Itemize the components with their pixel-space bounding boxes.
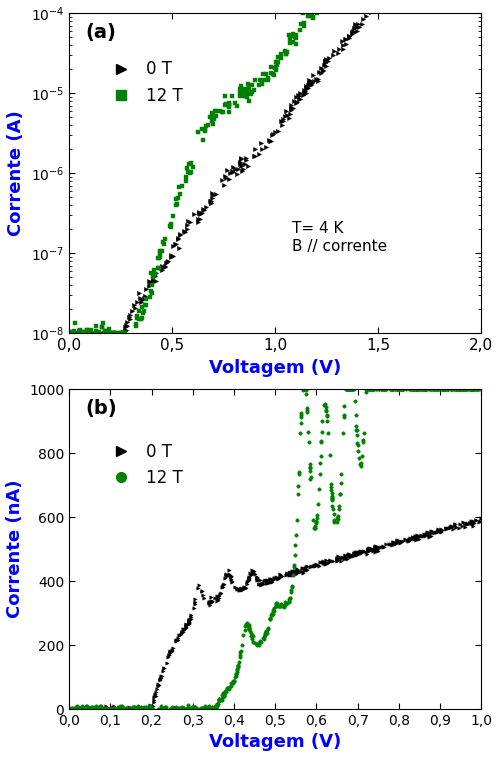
Text: T= 4 K
B // corrente: T= 4 K B // corrente — [292, 222, 387, 254]
Text: (a): (a) — [86, 23, 116, 42]
X-axis label: Voltagem (V): Voltagem (V) — [209, 734, 341, 752]
Text: (b): (b) — [86, 399, 117, 418]
X-axis label: Voltagem (V): Voltagem (V) — [209, 359, 341, 377]
Legend: 0 T, 12 T: 0 T, 12 T — [98, 436, 190, 494]
Legend: 0 T, 12 T: 0 T, 12 T — [98, 54, 190, 111]
Y-axis label: Corrente (nA): Corrente (nA) — [5, 480, 23, 618]
Y-axis label: Corrente (A): Corrente (A) — [7, 111, 25, 236]
